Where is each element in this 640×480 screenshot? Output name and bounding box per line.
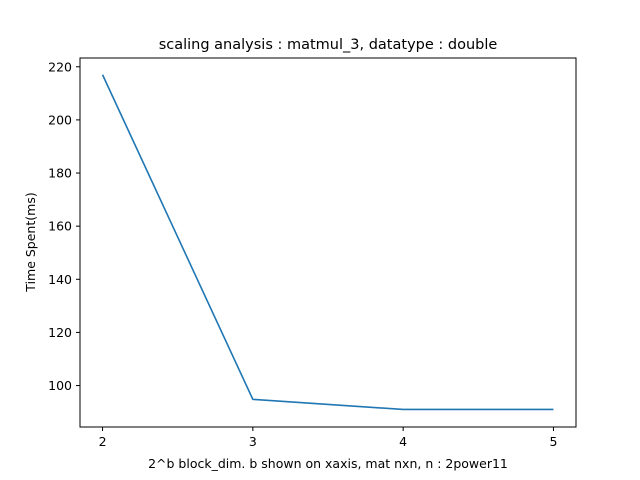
x-tick-label: 4 [399,434,407,449]
y-tick-label: 100 [48,378,72,393]
y-tick-label: 140 [48,272,72,287]
y-tick-label: 120 [48,325,72,340]
plot-area: 100 120 140 160 180 200 220 2 3 4 5 [48,57,577,449]
series-group [101,74,554,411]
y-axis-label: Time Spent(ms) [23,192,38,292]
x-axis-label: 2^b block_dim. b shown on xaxis, mat nxn… [148,456,508,471]
y-tick-label: 180 [48,166,72,181]
series-line [101,74,554,411]
y-tick-label: 200 [48,112,72,127]
plot-frame [79,57,577,428]
x-axis: 2 3 4 5 [99,427,557,449]
x-tick-label: 5 [549,434,557,449]
x-tick-label: 2 [99,434,107,449]
y-tick-label: 160 [48,219,72,234]
chart-title: scaling analysis : matmul_3, datatype : … [159,37,498,53]
x-tick-label: 3 [249,434,257,449]
y-axis: 100 120 140 160 180 200 220 [48,59,80,393]
y-tick-label: 220 [48,59,72,74]
